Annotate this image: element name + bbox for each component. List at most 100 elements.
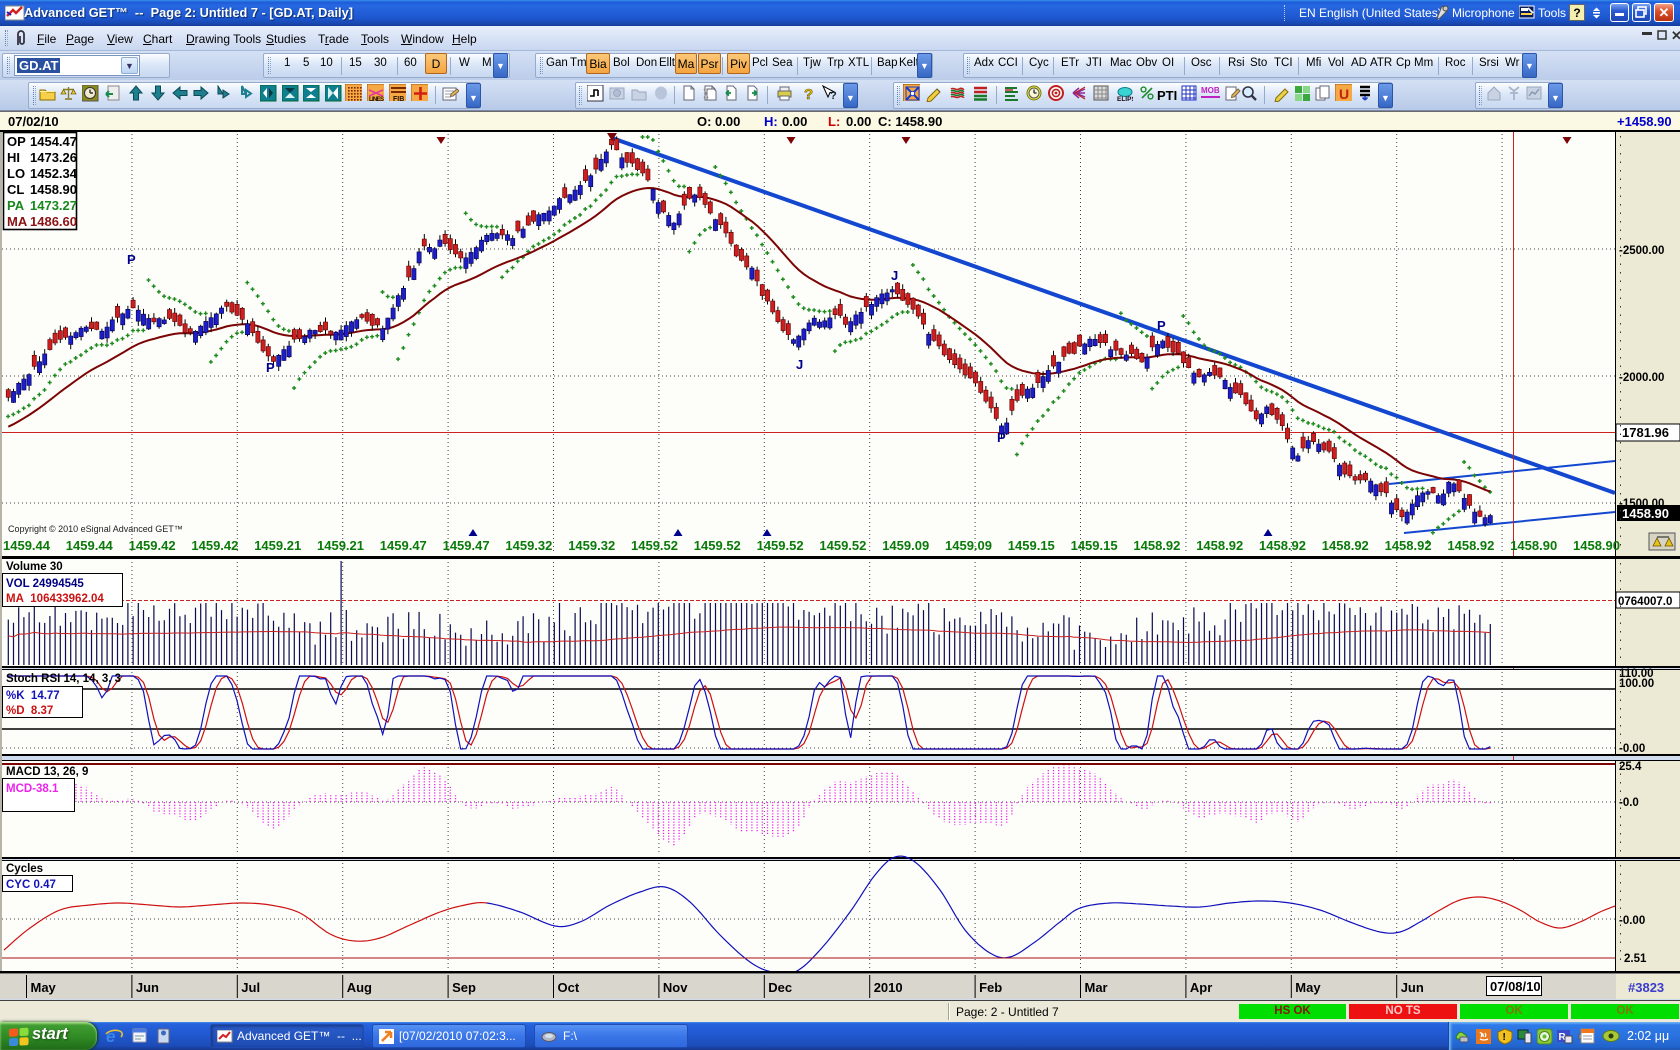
- svg-text:1459.09: 1459.09: [945, 538, 992, 553]
- svg-text:VOL 24994545: VOL 24994545: [6, 578, 84, 590]
- svg-text:-0.00: -0.00: [1619, 743, 1645, 755]
- svg-text:J: J: [891, 268, 898, 283]
- svg-text:100.00: 100.00: [1619, 678, 1654, 690]
- svg-text:ELIPS: ELIPS: [1117, 96, 1133, 102]
- svg-text:e: e: [106, 1027, 115, 1045]
- svg-text:1458.90: 1458.90: [1510, 538, 1557, 553]
- svg-text:1459.47: 1459.47: [443, 538, 490, 553]
- svg-text:1454.47: 1454.47: [30, 134, 77, 149]
- svg-text:1459.32: 1459.32: [568, 538, 615, 553]
- svg-text:0764007.0: 0764007.0: [1618, 596, 1672, 608]
- svg-text:1459.52: 1459.52: [757, 538, 804, 553]
- svg-text:0.00: 0.00: [782, 114, 807, 129]
- svg-text:CYC 0.47: CYC 0.47: [6, 879, 56, 891]
- svg-text:C: 1458.90: C: 1458.90: [878, 114, 942, 129]
- svg-text:FIB: FIB: [393, 96, 404, 101]
- svg-text:1458.92: 1458.92: [1259, 538, 1306, 553]
- svg-text:2.51: 2.51: [1624, 953, 1647, 965]
- svg-text:07/08/10: 07/08/10: [1490, 979, 1541, 994]
- svg-text:O: 0.00: O: 0.00: [697, 114, 740, 129]
- svg-text:PA: PA: [7, 198, 25, 213]
- svg-text:110.00: 110.00: [1619, 668, 1654, 680]
- svg-text:1458.90: 1458.90: [1573, 538, 1620, 553]
- svg-text:H:: H:: [764, 114, 778, 129]
- svg-text:Oct: Oct: [558, 980, 580, 995]
- svg-text:LO: LO: [7, 166, 25, 181]
- svg-text:0.00: 0.00: [846, 114, 871, 129]
- svg-text:Aug: Aug: [347, 980, 372, 995]
- svg-text:1459.21: 1459.21: [317, 538, 364, 553]
- svg-text:Jul: Jul: [241, 980, 260, 995]
- svg-text:1458.92: 1458.92: [1322, 538, 1369, 553]
- svg-text:1458.92: 1458.92: [1133, 538, 1180, 553]
- svg-text:OP: OP: [7, 134, 26, 149]
- svg-text:LINES: LINES: [369, 97, 384, 101]
- svg-text:Feb: Feb: [979, 980, 1002, 995]
- svg-text:L:: L:: [828, 114, 840, 129]
- svg-text:1458.92: 1458.92: [1385, 538, 1432, 553]
- svg-text:P: P: [1157, 318, 1166, 333]
- svg-text:May: May: [31, 980, 57, 995]
- svg-text:1459.44: 1459.44: [3, 538, 51, 553]
- svg-text:1473.26: 1473.26: [30, 150, 77, 165]
- svg-text:1452.34: 1452.34: [30, 166, 78, 181]
- svg-text:1459.42: 1459.42: [191, 538, 238, 553]
- svg-text:25.4: 25.4: [1619, 761, 1642, 773]
- svg-text:Sep: Sep: [452, 980, 476, 995]
- svg-text:MACD 13, 26, 9: MACD 13, 26, 9: [6, 766, 88, 778]
- svg-text:1459.52: 1459.52: [819, 538, 866, 553]
- svg-text:Apr: Apr: [1190, 980, 1212, 995]
- svg-text:1459.42: 1459.42: [129, 538, 176, 553]
- svg-text:1459.44: 1459.44: [66, 538, 114, 553]
- svg-text:Volume 30: Volume 30: [6, 561, 63, 573]
- svg-text:?: ?: [830, 90, 837, 102]
- svg-text:2010: 2010: [874, 980, 903, 995]
- svg-text:?: ?: [804, 86, 813, 102]
- svg-text:1458.92: 1458.92: [1447, 538, 1494, 553]
- svg-text:MA 106433962.04: MA 106433962.04: [6, 593, 104, 605]
- svg-text:U: U: [1339, 86, 1349, 101]
- svg-text:1458.90: 1458.90: [1622, 506, 1669, 521]
- svg-text:07/02/10: 07/02/10: [8, 114, 59, 129]
- svg-text:!: !: [1503, 1032, 1506, 1043]
- svg-text:Cycles: Cycles: [6, 863, 43, 875]
- svg-text:Jun: Jun: [136, 980, 159, 995]
- svg-text:1781.96: 1781.96: [1622, 425, 1669, 440]
- svg-text:1458.92: 1458.92: [1196, 538, 1243, 553]
- svg-text:1486.60: 1486.60: [30, 214, 77, 229]
- svg-text:1473.27: 1473.27: [30, 198, 77, 213]
- svg-text:CL: CL: [7, 182, 24, 197]
- svg-text:1459.15: 1459.15: [1008, 538, 1055, 553]
- svg-text:#3823: #3823: [1628, 980, 1664, 995]
- svg-text:-0.00: -0.00: [1619, 915, 1645, 927]
- svg-text:MA: MA: [7, 214, 28, 229]
- svg-text:Nov: Nov: [663, 980, 688, 995]
- svg-text:Mar: Mar: [1085, 980, 1108, 995]
- svg-text:%D 8.37: %D 8.37: [6, 705, 53, 717]
- svg-text:-0.0: -0.0: [1619, 797, 1639, 809]
- svg-text:HI: HI: [7, 150, 20, 165]
- svg-text:Copyright © 2010 eSignal Advan: Copyright © 2010 eSignal Advanced GET™: [8, 524, 183, 534]
- svg-text:1459.32: 1459.32: [505, 538, 552, 553]
- svg-text:-2500.00: -2500.00: [1619, 245, 1664, 257]
- svg-text:R: R: [1559, 1032, 1567, 1043]
- svg-text:1459.15: 1459.15: [1071, 538, 1118, 553]
- svg-text:1459.52: 1459.52: [631, 538, 678, 553]
- svg-text:%K 14.77: %K 14.77: [6, 690, 60, 702]
- svg-text:1459.47: 1459.47: [380, 538, 427, 553]
- svg-text:-2000.00: -2000.00: [1619, 372, 1664, 384]
- svg-text:J: J: [796, 357, 803, 372]
- svg-text:P: P: [127, 252, 136, 267]
- svg-text:1458.90: 1458.90: [30, 182, 77, 197]
- svg-text:Stoch RSI 14, 14, 3, 3: Stoch RSI 14, 14, 3, 3: [6, 673, 121, 685]
- svg-text:P: P: [266, 360, 275, 375]
- svg-text:MCD-38.1: MCD-38.1: [6, 783, 59, 795]
- svg-text:1459.21: 1459.21: [254, 538, 301, 553]
- svg-text:1459.09: 1459.09: [882, 538, 929, 553]
- svg-text:May: May: [1295, 980, 1321, 995]
- svg-text:1459.52: 1459.52: [694, 538, 741, 553]
- svg-text:+1458.90: +1458.90: [1617, 114, 1672, 129]
- svg-text:Jun: Jun: [1401, 980, 1424, 995]
- svg-text:Dec: Dec: [768, 980, 792, 995]
- svg-text:P: P: [997, 430, 1006, 445]
